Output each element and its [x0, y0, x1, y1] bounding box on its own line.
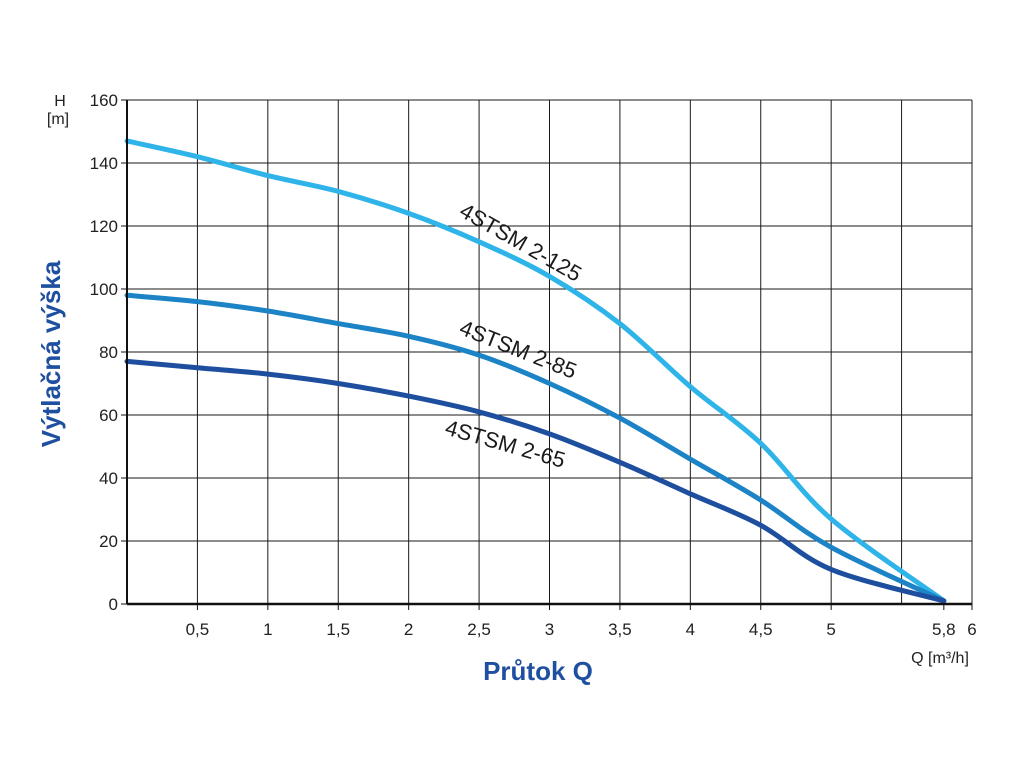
y-axis-title: Výtlačná výška — [36, 260, 66, 447]
x-tick-label: 2 — [404, 620, 413, 639]
x-tick-label: 5 — [826, 620, 835, 639]
x-axis-title: Průtok Q — [483, 656, 593, 686]
y-tick-label: 20 — [99, 532, 118, 551]
x-tick-label: 1 — [263, 620, 272, 639]
y-unit-symbol: H — [54, 93, 66, 110]
series-line-3 — [124, 358, 947, 604]
x-tick-label: 0,5 — [186, 620, 210, 639]
series-lines — [124, 138, 947, 604]
y-tick-label: 120 — [90, 217, 118, 236]
x-tick-label: 3 — [545, 620, 554, 639]
series-label-2: 4STSM 2-85 — [456, 315, 580, 384]
axes: 0 20 40 60 80 100 120 140 160 0,5 1 1,5 2 2,5 3 3,5 4 4,5… — [90, 91, 977, 639]
y-tick-label: 100 — [90, 280, 118, 299]
x-tick-label: 2,5 — [467, 620, 491, 639]
grid — [127, 99, 973, 604]
series-line-1 — [124, 138, 947, 604]
y-unit-label: [m] — [47, 111, 69, 128]
series-line-2 — [124, 292, 947, 604]
x-tick-label: 4 — [686, 620, 695, 639]
y-tick-label: 60 — [99, 406, 118, 425]
x-tick-label: 6 — [967, 620, 976, 639]
y-tick-label: 40 — [99, 469, 118, 488]
x-unit-label: Q [m³/h] — [911, 650, 969, 667]
x-tick-label: 1,5 — [326, 620, 350, 639]
x-tick-label: 4,5 — [749, 620, 773, 639]
x-tick-label: 3,5 — [608, 620, 632, 639]
y-tick-label: 0 — [109, 595, 118, 614]
x-tick-label: 5,8 — [932, 620, 956, 639]
y-tick-label: 140 — [90, 154, 118, 173]
y-tick-label: 160 — [90, 91, 118, 110]
y-tick-label: 80 — [99, 343, 118, 362]
